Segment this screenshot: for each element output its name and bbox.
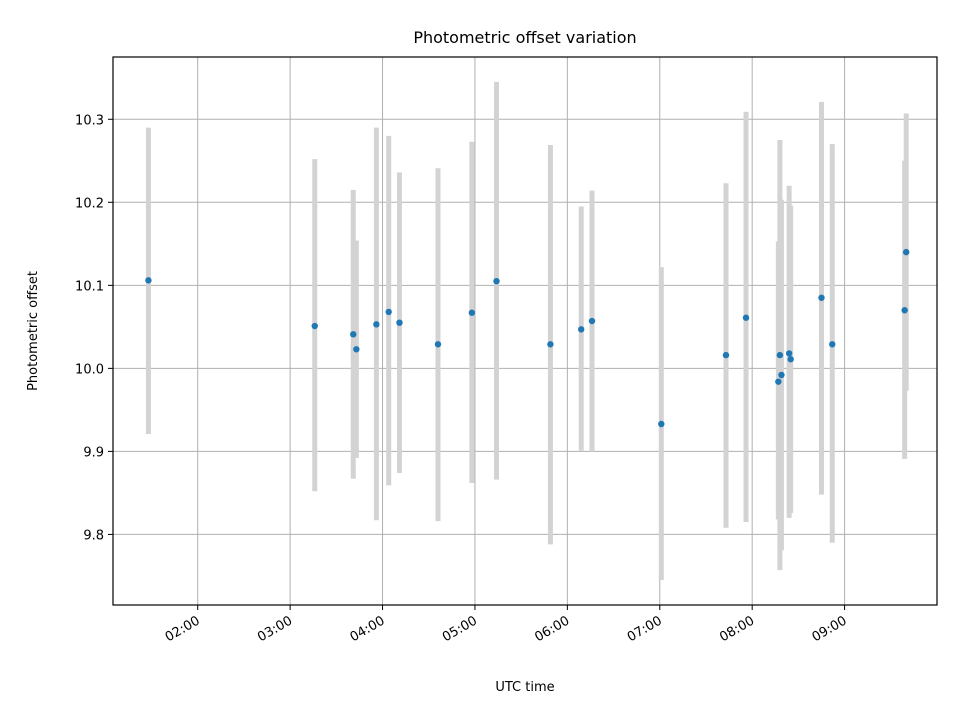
data-point	[775, 378, 782, 385]
data-point	[396, 319, 403, 326]
data-point	[722, 351, 730, 359]
data-point	[818, 294, 825, 301]
data-point	[373, 321, 380, 328]
data-point	[311, 322, 318, 330]
data-point	[785, 350, 793, 357]
y-tick-label: 10.3	[75, 113, 104, 128]
y-tick-label: 9.9	[83, 445, 104, 460]
x-ticks: 02:00 03:00 04:00 05:00 06:00 07:00 08:00 09:00	[163, 605, 850, 645]
data-point	[787, 356, 794, 363]
x-tick-label: 04:00	[348, 613, 388, 645]
y-tick-label: 10.0	[75, 362, 104, 377]
data-point	[434, 341, 442, 348]
x-tick-label: 09:00	[810, 613, 850, 645]
y-tick-label: 10.1	[75, 279, 104, 294]
chart-title: Photometric offset variation	[413, 28, 636, 47]
y-ticks: 9.8 9.9 10.0 10.1 10.2 10.3	[75, 113, 113, 543]
data-point	[776, 351, 784, 359]
data-point	[829, 341, 836, 348]
grid	[113, 57, 937, 605]
y-axis-label: Photometric offset	[26, 271, 41, 391]
data-point	[902, 248, 910, 256]
data-point	[742, 314, 750, 321]
x-axis-label: UTC time	[495, 680, 554, 695]
data-point	[578, 326, 585, 333]
data-point	[145, 277, 152, 284]
x-tick-label: 06:00	[532, 613, 572, 645]
y-tick-label: 9.8	[83, 528, 104, 543]
x-tick-label: 02:00	[163, 613, 203, 645]
error-bars	[145, 81, 909, 581]
x-tick-label: 08:00	[717, 613, 757, 645]
data-point	[385, 308, 392, 316]
data-point	[547, 341, 554, 348]
data-point	[350, 331, 357, 338]
data-point	[901, 307, 908, 314]
data-points	[145, 248, 910, 428]
data-point	[658, 420, 665, 428]
data-point	[468, 309, 476, 316]
x-tick-label: 03:00	[255, 613, 295, 645]
plot-frame	[112, 56, 938, 606]
data-point	[588, 317, 596, 325]
x-tick-label: 05:00	[440, 613, 480, 645]
data-point	[778, 371, 785, 379]
data-point	[353, 346, 360, 353]
y-tick-label: 10.2	[75, 196, 104, 211]
data-point	[493, 277, 500, 285]
x-tick-label: 07:00	[625, 613, 665, 645]
